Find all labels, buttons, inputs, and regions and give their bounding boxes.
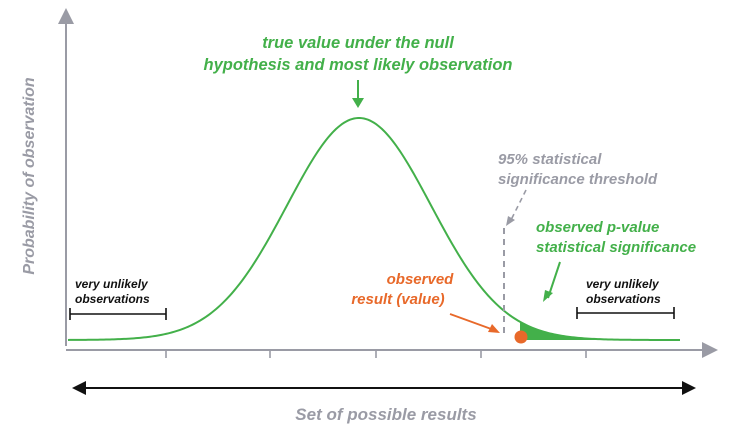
p-value-arrowhead (543, 290, 553, 302)
y-axis-label: Probability of observation (21, 77, 38, 275)
threshold-label-line2: significance threshold (498, 171, 658, 188)
observed-label-line1: observed (387, 271, 455, 288)
left-tail-label-line1: very unlikely (75, 277, 149, 291)
observed-arrowhead (488, 324, 500, 333)
results-range-left-arrowhead (72, 381, 86, 395)
normal-distribution-curve (67, 117, 680, 341)
observed-result-dot (514, 330, 528, 344)
observed-arrow-line (449, 313, 495, 331)
y-axis-arrowhead (58, 8, 74, 24)
peak-arrowhead (352, 98, 364, 108)
p-value-label-line1: observed p-value (536, 219, 659, 236)
right-tail-label-line1: very unlikely (586, 277, 660, 291)
x-axis-arrowhead (702, 342, 718, 358)
threshold-pointer (509, 189, 527, 223)
p-value-shaded-area (520, 321, 680, 340)
peak-label-line1: true value under the null (262, 34, 454, 52)
threshold-label-line1: 95% statistical (498, 151, 602, 168)
x-axis-label: Set of possible results (295, 405, 476, 424)
threshold-pointer-arrowhead (506, 216, 515, 226)
results-range-right-arrowhead (682, 381, 696, 395)
observed-label-line2: result (value) (351, 291, 444, 308)
peak-label-line2: hypothesis and most likely observation (204, 56, 513, 74)
right-tail-label-line2: observations (586, 292, 661, 306)
p-value-label-line2: statistical significance (536, 239, 696, 256)
left-tail-label-line2: observations (75, 292, 150, 306)
